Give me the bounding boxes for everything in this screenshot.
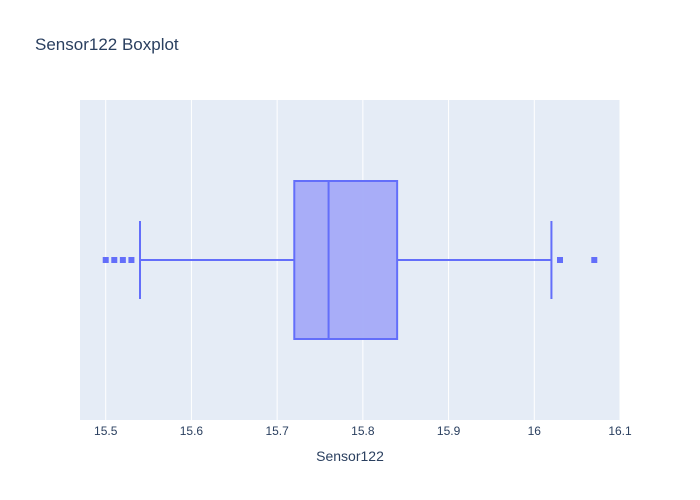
outlier-point xyxy=(102,257,109,263)
x-tick-label: 15.8 xyxy=(351,424,375,438)
outlier-point xyxy=(591,257,598,263)
iqr-box xyxy=(293,180,399,340)
x-tick-label: 16 xyxy=(528,424,542,438)
box-trace xyxy=(102,180,598,340)
outlier-point xyxy=(128,257,135,263)
outlier-point xyxy=(111,257,118,263)
x-tick-label: 15.9 xyxy=(437,424,461,438)
outlier-point xyxy=(557,257,563,263)
x-tick-label: 15.5 xyxy=(94,424,118,438)
x-axis-label: Sensor122 xyxy=(316,448,384,464)
x-tick-label: 16.1 xyxy=(608,424,632,438)
x-tick-label: 15.7 xyxy=(265,424,289,438)
x-axis-ticks: 15.5 15.6 15.7 15.8 15.9 16 16.1 xyxy=(94,424,632,438)
chart-title: Sensor122 Boxplot xyxy=(35,35,179,54)
outlier-point xyxy=(119,257,126,263)
x-tick-label: 15.6 xyxy=(180,424,204,438)
